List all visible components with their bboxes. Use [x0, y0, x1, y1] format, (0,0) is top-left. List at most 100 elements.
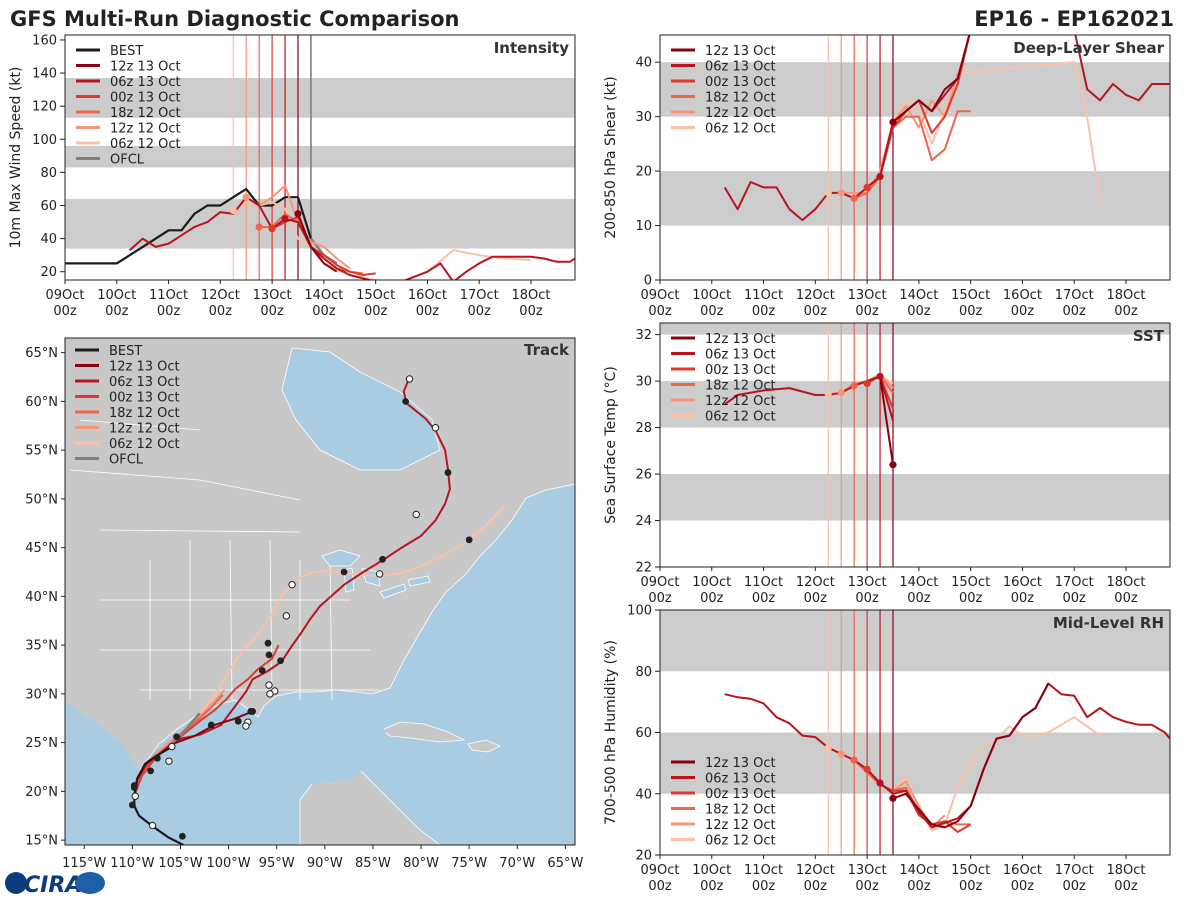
intensity-init-point	[255, 223, 263, 231]
intensity-panel: 2040608010012014016009Oct00z10Oct00z11Oc…	[8, 33, 576, 319]
intensity-init-point	[268, 225, 276, 233]
hispaniola-land	[467, 739, 501, 753]
intensity-ytick-label: 80	[40, 166, 57, 181]
track-position-hollow	[288, 580, 296, 589]
intensity-xtick-sublabel: 00z	[519, 304, 543, 319]
intensity-legend-label: 06z 13 Oct	[110, 75, 181, 90]
rh-xtick-sublabel: 00z	[1063, 879, 1087, 894]
shear-xtick-label: 11Oct	[744, 288, 783, 303]
shear-series-18z-12-oct	[853, 110, 971, 200]
intensity-plot-area	[65, 35, 575, 280]
sst-xtick-label: 13Oct	[848, 575, 887, 590]
track-position-dot	[130, 784, 138, 791]
figure-title: GFS Multi-Run Diagnostic Comparison	[10, 7, 459, 31]
shear-title: Deep-Layer Shear	[1013, 39, 1164, 57]
shear-xtick-sublabel: 00z	[1011, 304, 1035, 319]
intensity-xtick-sublabel: 00z	[105, 304, 129, 319]
rh-xtick-sublabel: 00z	[1114, 879, 1138, 894]
intensity-init-point	[229, 206, 237, 215]
rh-ytick-label: 60	[635, 726, 652, 741]
rh-xtick-label: 12Oct	[796, 863, 835, 878]
rh-init-point	[837, 750, 845, 758]
shear-legend-label: 00z 13 Oct	[705, 75, 776, 90]
shear-xtick-sublabel: 00z	[752, 304, 776, 319]
intensity-series-06z-13-oct	[129, 196, 575, 280]
intensity-ytick-label: 120	[32, 100, 57, 115]
track-marker-hollow	[165, 757, 173, 765]
track-marker-hollow	[148, 821, 157, 830]
sst-xtick-label: 10Oct	[692, 575, 731, 590]
intensity-xtick-label: 17Oct	[460, 288, 499, 303]
track-position-dot	[444, 469, 452, 476]
intensity-xtick-label: 14Oct	[304, 288, 343, 303]
cira-logo-text: CIRA	[24, 873, 82, 898]
shear-ytick-label: 20	[635, 165, 652, 180]
sst-xtick-label: 14Oct	[899, 575, 938, 590]
rh-ytick-label: 40	[635, 787, 652, 802]
sst-panel: 22242628303209Oct00z10Oct00z11Oct00z12Oc…	[603, 322, 1171, 606]
intensity-init-point	[281, 215, 289, 223]
great-lakes	[321, 549, 431, 599]
track-position-dot	[173, 733, 181, 741]
lake-superior	[321, 549, 361, 567]
rh-init-point	[876, 779, 884, 787]
intensity-best-line	[65, 187, 338, 265]
track-ytick-label: 15°N	[25, 834, 58, 849]
intensity-xtick-label: 09Oct	[45, 288, 84, 303]
sst-xtick-label: 09Oct	[640, 575, 679, 590]
track-legend-label: 12z 12 Oct	[109, 422, 180, 437]
rh-xtick-sublabel: 00z	[804, 879, 828, 894]
rh-legend-label: 12z 13 Oct	[705, 756, 776, 771]
track-ytick-label: 20°N	[25, 785, 58, 800]
intensity-legend-label: 12z 13 Oct	[110, 60, 181, 75]
shear-xtick-label: 12Oct	[796, 288, 835, 303]
track-xtick-label: 70°W	[499, 856, 535, 871]
intensity-band-1	[65, 145, 575, 168]
track-position-dot	[153, 754, 161, 762]
shear-series-12z-13-oct	[892, 35, 971, 123]
shear-ytick-label: 40	[635, 56, 652, 71]
intensity-legend-label: 06z 12 Oct	[110, 137, 181, 152]
track-position-hollow	[375, 570, 384, 578]
intensity-legend-label: OFCL	[110, 153, 145, 168]
shear-ytick-label: 0	[644, 274, 652, 289]
rh-init-point	[824, 744, 832, 752]
track-position-dot	[128, 801, 136, 809]
intensity-init-point	[242, 193, 250, 201]
track-position-hollow	[405, 375, 414, 383]
shear-xtick-sublabel: 00z	[804, 304, 828, 319]
sst-legend-label: 06z 12 Oct	[705, 410, 776, 425]
track-position-hollow	[431, 424, 440, 432]
track-position-hollow	[168, 742, 176, 751]
rh-xtick-sublabel: 00z	[907, 879, 931, 894]
track-position-hollow	[412, 510, 420, 519]
shear-legend-label: 12z 12 Oct	[705, 106, 776, 121]
shear-xtick-label: 14Oct	[899, 288, 938, 303]
track-best-line	[133, 747, 184, 845]
intensity-legend-label: 18z 12 Oct	[110, 106, 181, 121]
track-position-dot	[234, 717, 242, 725]
rh-legend-label: 00z 13 Oct	[705, 787, 776, 802]
rh-title: Mid-Level RH	[1053, 614, 1164, 632]
rh-band-0	[660, 732, 1170, 794]
track-legend-label: BEST	[109, 344, 142, 359]
track-title: Track	[524, 341, 570, 359]
rh-band-1	[660, 610, 1170, 672]
intensity-legend-label: 12z 12 Oct	[110, 122, 181, 137]
shear-init-point	[824, 189, 832, 197]
track-position-dot	[207, 721, 215, 729]
track-frame	[64, 337, 576, 846]
track-legend-label: 06z 13 Oct	[109, 375, 180, 390]
track-position-dot	[264, 639, 272, 647]
track-position-dot	[340, 568, 348, 576]
sst-ytick-label: 22	[635, 561, 652, 576]
sst-plot-bg	[660, 323, 1170, 567]
track-marker-hollow	[265, 681, 273, 689]
track-position-dot	[277, 657, 284, 665]
track-ytick-label: 55°N	[25, 444, 58, 459]
sst-init-point	[889, 461, 897, 469]
shear-xtick-sublabel: 00z	[1063, 304, 1087, 319]
intensity-series-12z-13-oct	[297, 213, 338, 273]
intensity-legend-label: BEST	[110, 44, 143, 59]
